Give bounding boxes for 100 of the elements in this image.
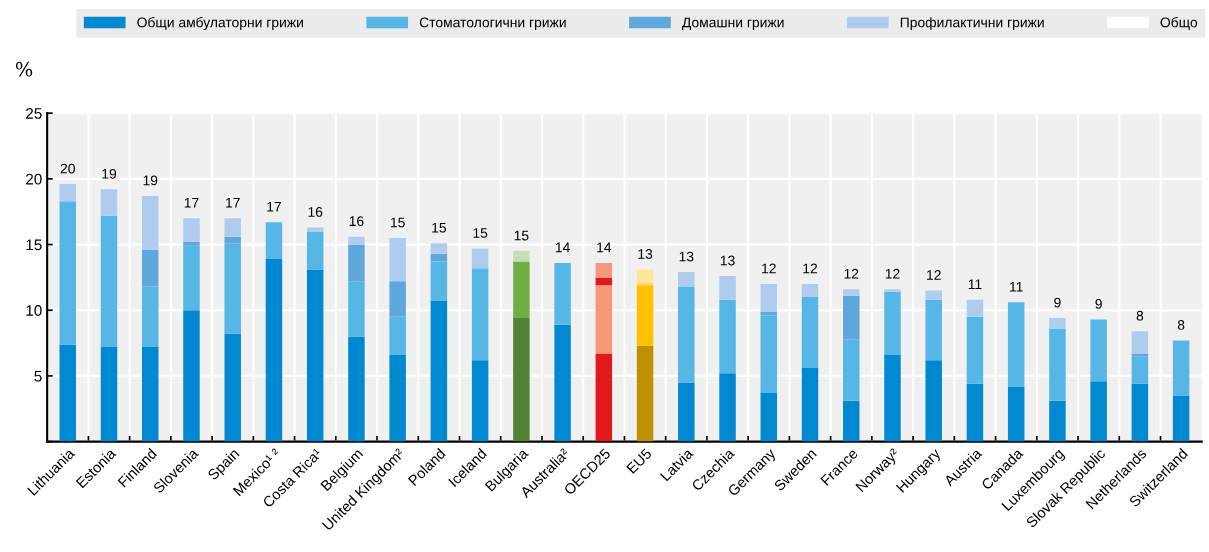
bar [224,243,241,334]
total-label: 9 [1095,298,1102,309]
bar [884,291,901,355]
bar [430,253,448,262]
total-label: 12 [844,268,859,279]
bar [1131,331,1149,354]
bar [389,316,406,355]
bar [1049,328,1066,401]
bar [224,333,241,442]
bar [100,215,118,348]
total-label: 14 [555,242,570,253]
bar [719,299,736,374]
bar [471,360,489,442]
bar [678,286,695,383]
total-label: 15 [432,222,447,233]
bar [224,236,241,244]
bar [513,318,530,442]
total-label: 11 [968,279,982,289]
total-label: 17 [267,201,281,212]
bar [1172,340,1190,396]
bar [843,339,860,401]
bar [884,289,901,292]
bar [224,218,241,237]
bar [430,301,448,442]
total-label: 19 [143,175,158,186]
y-tick-label: 10 [26,305,42,316]
total-label: 15 [390,217,405,228]
total-label: 12 [885,268,900,279]
bar [801,297,819,369]
bar [760,283,778,312]
bar [141,249,159,287]
total-label: 16 [349,216,364,227]
bar [925,299,942,361]
bar [636,345,654,442]
bar [636,269,654,283]
bar [636,285,654,346]
bar [595,262,613,278]
bar [966,299,984,317]
bar [100,189,118,216]
y-tick-label: 15 [26,239,42,251]
y-tick-label: 25 [26,108,42,119]
bar [1131,383,1149,442]
bar [306,231,324,270]
total-label: 15 [514,230,529,241]
bar [554,262,571,325]
bar [595,353,613,442]
bar [966,316,984,384]
legend-label: Домашни грижи [681,17,784,31]
total-label: 12 [762,263,776,274]
bar [1049,400,1066,442]
bar [843,289,860,296]
bar [348,336,365,442]
legend-label: Стоматологични грижи [419,17,566,31]
bar [306,227,324,232]
bar [513,261,530,319]
bar [183,241,200,246]
bar [801,283,819,298]
bar [389,281,406,317]
total-label: 9 [1054,297,1061,308]
total-label: 16 [308,206,323,217]
bar [100,347,118,442]
total-label: 8 [1177,319,1185,330]
bar [471,268,489,361]
bar [265,222,283,259]
legend-label: Общо [1160,17,1198,30]
bar [843,400,860,442]
bar [1131,356,1149,384]
bar [595,277,613,286]
total-label: 12 [803,263,818,274]
total-label: 15 [473,228,488,238]
bar [141,195,159,250]
bar [59,201,77,345]
bar [595,285,613,354]
legend-label: Профилактични грижи [900,17,1044,31]
bar [678,382,695,442]
bar [306,269,324,442]
bar [430,261,448,302]
bar [348,236,365,245]
legend-label: Общи амбулаторни грижи [137,17,303,31]
bar [719,276,736,300]
bar [430,243,448,254]
bar [1049,318,1066,329]
bar [760,392,778,442]
bar [966,383,984,442]
y-axis-title: % [15,61,33,77]
total-label: 19 [102,168,117,179]
bar [348,281,365,337]
bar [678,272,695,287]
total-label: 14 [597,242,612,253]
bar [183,310,200,442]
y-tick-label: 5 [34,370,42,382]
bar [925,290,942,300]
bar [389,237,406,282]
total-label: 8 [1136,310,1144,321]
bar [59,184,77,202]
bar [389,354,406,442]
bar [925,360,942,442]
bar [1007,302,1025,387]
total-label: 11 [1010,282,1023,292]
bar [513,251,530,262]
